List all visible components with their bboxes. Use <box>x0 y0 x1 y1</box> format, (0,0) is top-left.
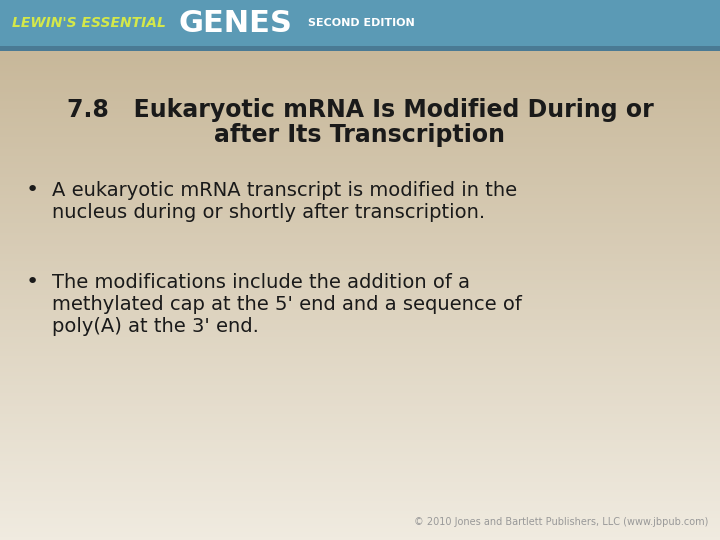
Text: nucleus during or shortly after transcription.: nucleus during or shortly after transcri… <box>52 202 485 221</box>
Bar <box>0 0 720 46</box>
Text: SECOND EDITION: SECOND EDITION <box>308 18 415 28</box>
Bar <box>0 46 720 51</box>
Text: methylated cap at the 5' end and a sequence of: methylated cap at the 5' end and a seque… <box>52 294 522 314</box>
Text: A eukaryotic mRNA transcript is modified in the: A eukaryotic mRNA transcript is modified… <box>52 180 517 199</box>
Text: GENES: GENES <box>178 9 292 37</box>
Text: The modifications include the addition of a: The modifications include the addition o… <box>52 273 470 292</box>
Text: LEWIN'S ESSENTIAL: LEWIN'S ESSENTIAL <box>12 16 166 30</box>
Text: •: • <box>25 272 39 292</box>
Text: 7.8   Eukaryotic mRNA Is Modified During or: 7.8 Eukaryotic mRNA Is Modified During o… <box>67 98 653 122</box>
Text: after Its Transcription: after Its Transcription <box>215 123 505 147</box>
Text: •: • <box>25 180 39 200</box>
Text: poly(A) at the 3' end.: poly(A) at the 3' end. <box>52 316 259 335</box>
Text: © 2010 Jones and Bartlett Publishers, LLC (www.jbpub.com): © 2010 Jones and Bartlett Publishers, LL… <box>413 517 708 527</box>
